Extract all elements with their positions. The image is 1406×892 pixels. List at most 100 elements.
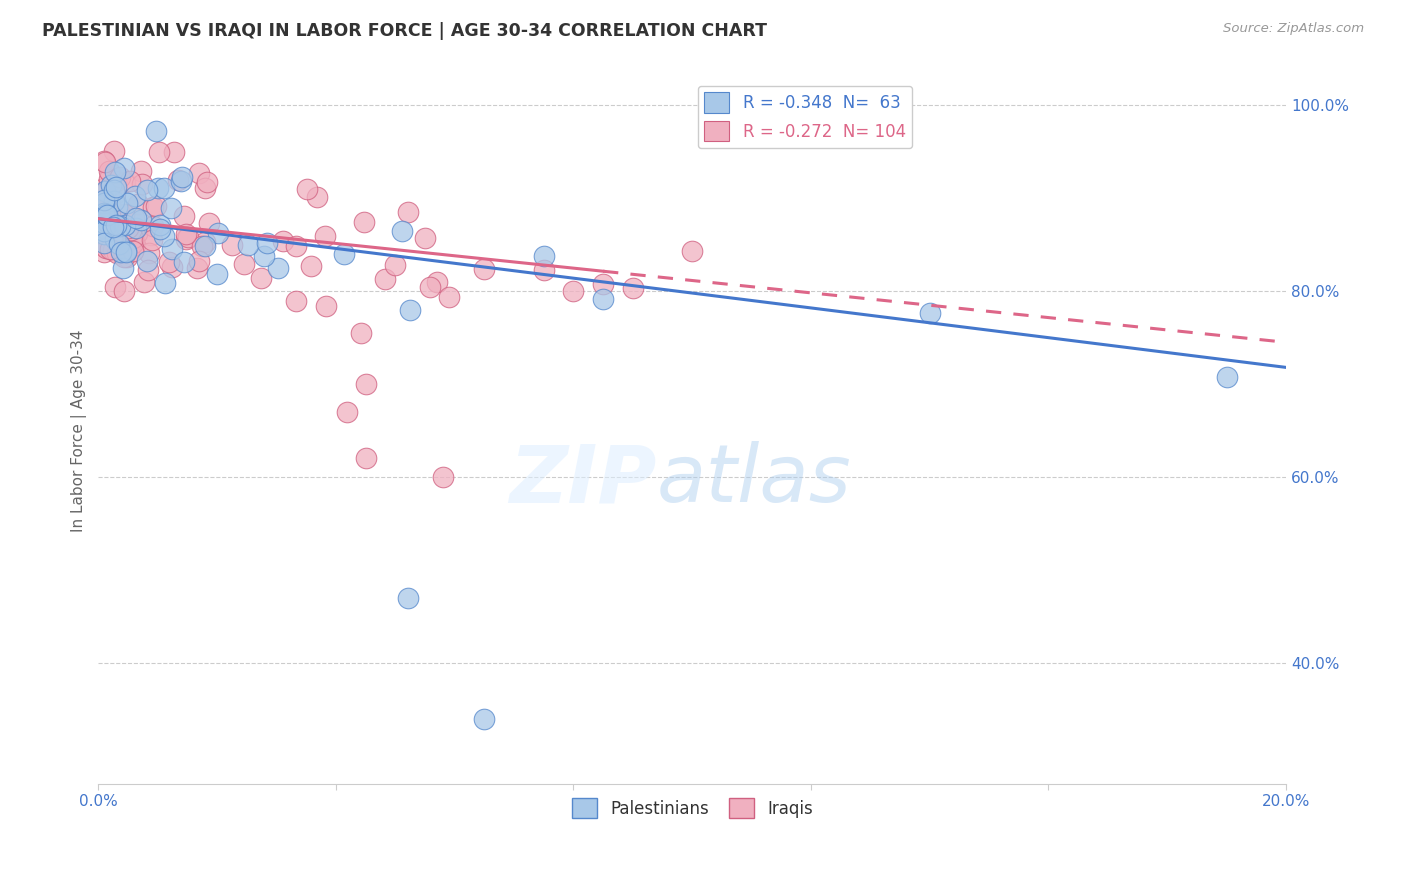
Point	[295, 182, 318, 196]
Point	[93, 197, 115, 211]
Point	[157, 255, 180, 269]
Point	[98, 164, 121, 178]
Point	[592, 292, 614, 306]
Point	[349, 326, 371, 340]
Point	[413, 231, 436, 245]
Point	[93, 193, 115, 207]
Point	[191, 239, 214, 253]
Point	[562, 285, 585, 299]
Point	[121, 236, 143, 251]
Point	[101, 216, 124, 230]
Point	[174, 227, 197, 242]
Point	[138, 245, 160, 260]
Point	[93, 194, 115, 208]
Point	[112, 206, 135, 220]
Point	[336, 405, 359, 419]
Point	[284, 239, 307, 253]
Point	[396, 591, 419, 605]
Point	[194, 181, 217, 195]
Point	[153, 277, 176, 291]
Point	[93, 216, 115, 230]
Point	[96, 241, 118, 255]
Point	[97, 209, 120, 223]
Point	[121, 244, 143, 258]
Point	[333, 246, 356, 260]
Point	[129, 213, 152, 227]
Point	[305, 189, 328, 203]
Point	[93, 221, 115, 235]
Point	[124, 189, 146, 203]
Point	[114, 161, 136, 175]
Point	[98, 172, 121, 186]
Point	[93, 227, 115, 241]
Point	[121, 231, 143, 245]
Point	[141, 233, 163, 247]
Point	[94, 184, 117, 198]
Point	[93, 180, 115, 194]
Point	[94, 154, 117, 169]
Point	[114, 218, 136, 232]
Point	[301, 260, 323, 274]
Point	[145, 124, 167, 138]
Point	[419, 280, 441, 294]
Point	[399, 303, 422, 318]
Point	[96, 216, 118, 230]
Point	[108, 236, 131, 251]
Point	[108, 169, 131, 184]
Point	[266, 261, 288, 276]
Point	[98, 242, 121, 256]
Point	[174, 232, 197, 246]
Point	[153, 181, 176, 195]
Point	[105, 246, 128, 260]
Point	[432, 470, 454, 484]
Point	[136, 183, 159, 197]
Point	[314, 229, 336, 244]
Point	[105, 219, 128, 233]
Point	[186, 260, 208, 275]
Point	[195, 174, 218, 188]
Point	[96, 208, 118, 222]
Point	[103, 182, 125, 196]
Point	[127, 196, 149, 211]
Point	[104, 165, 127, 179]
Point	[129, 163, 152, 178]
Point	[100, 178, 122, 192]
Point	[148, 145, 170, 159]
Point	[93, 206, 115, 220]
Point	[437, 289, 460, 303]
Point	[93, 154, 115, 169]
Point	[121, 233, 143, 247]
Point	[136, 254, 159, 268]
Point	[138, 263, 160, 277]
Point	[103, 194, 125, 208]
Point	[115, 244, 138, 259]
Point	[104, 173, 127, 187]
Point	[238, 237, 260, 252]
Point	[160, 260, 183, 274]
Point	[142, 219, 165, 234]
Point	[98, 198, 121, 212]
Point	[356, 451, 378, 466]
Point	[354, 377, 377, 392]
Point	[122, 222, 145, 236]
Point	[194, 235, 217, 249]
Point	[111, 260, 134, 275]
Point	[233, 257, 256, 271]
Point	[115, 245, 138, 260]
Point	[188, 166, 211, 180]
Point	[285, 293, 308, 308]
Point	[104, 280, 127, 294]
Point	[125, 220, 148, 235]
Point	[139, 227, 162, 242]
Point	[472, 261, 495, 276]
Point	[221, 238, 243, 252]
Point	[207, 226, 229, 240]
Point	[100, 183, 122, 197]
Point	[384, 259, 406, 273]
Y-axis label: In Labor Force | Age 30-34: In Labor Force | Age 30-34	[72, 329, 87, 532]
Point	[96, 207, 118, 221]
Point	[374, 272, 396, 286]
Point	[170, 170, 193, 185]
Point	[426, 275, 449, 289]
Point	[112, 285, 135, 299]
